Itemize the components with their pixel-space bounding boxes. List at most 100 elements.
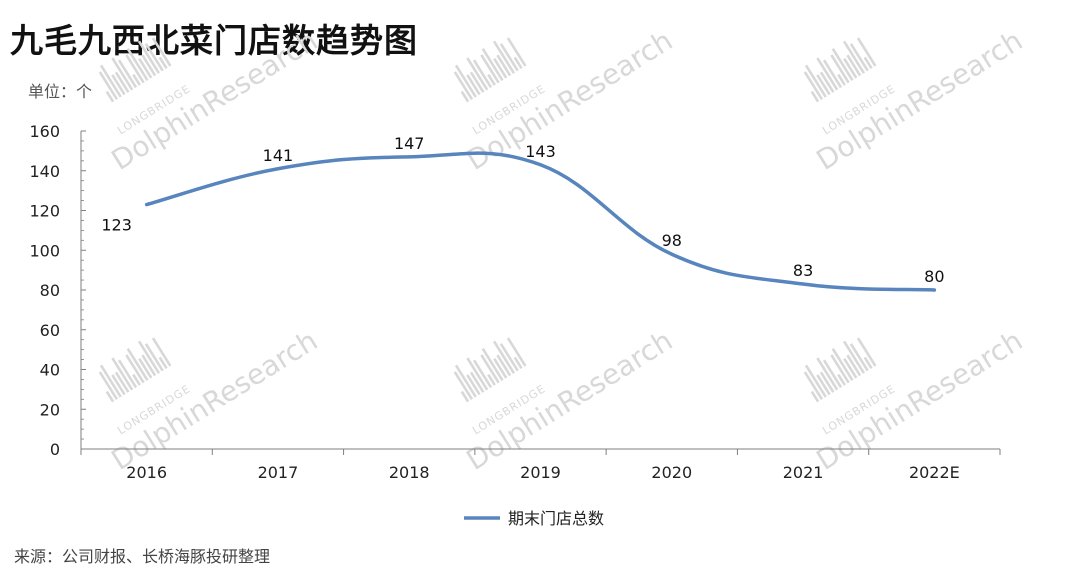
watermark-logo-bar xyxy=(816,57,839,91)
watermark-logo-bar xyxy=(822,59,843,89)
watermark-logo-bar xyxy=(493,57,508,79)
data-label: 123 xyxy=(101,216,132,235)
watermark-logo-bar xyxy=(111,374,126,396)
watermark-logo-bar xyxy=(114,71,130,93)
watermark-logo-bar xyxy=(499,343,519,372)
watermark-logo-bar xyxy=(810,90,820,103)
y-tick-label: 0 xyxy=(50,440,60,459)
x-tick-label: 2021 xyxy=(783,463,824,482)
watermark-logo-bar xyxy=(831,348,854,381)
watermark-logo-bar xyxy=(481,48,504,81)
watermark-logo-bar xyxy=(480,54,500,84)
watermark-logo-bar xyxy=(856,337,877,367)
watermark-logo-bar xyxy=(460,90,470,103)
watermark-logo-bar xyxy=(487,373,496,386)
watermark-logo-bar xyxy=(842,340,866,374)
watermark-logo-bar xyxy=(132,73,141,86)
watermark-text-large: DolphinResearch xyxy=(461,324,679,477)
data-label: 143 xyxy=(525,142,556,161)
watermark-logo-bar xyxy=(819,371,835,393)
watermark-logo-bar xyxy=(99,364,122,398)
watermark-logo-bar xyxy=(125,354,145,384)
watermark-logo-bar xyxy=(506,337,527,367)
watermark-logo-bar xyxy=(842,40,866,74)
watermark-logo-bar xyxy=(98,71,119,101)
watermark-logo-bar xyxy=(137,340,161,374)
y-tick-label: 160 xyxy=(29,122,60,141)
chart-title: 九毛九西北菜门店数趋势图 xyxy=(10,21,418,60)
watermark-logo-bar xyxy=(816,74,831,96)
data-label: 80 xyxy=(924,267,944,286)
watermark-logo-bar xyxy=(466,374,481,396)
watermark-logo-bar xyxy=(126,348,149,381)
watermark-logo-bar xyxy=(849,43,869,72)
watermark-logo-bar xyxy=(98,371,119,401)
chart-axes: 0 20 40 60 80 100 120 140 160 2016 2017 2018 2019 202… xyxy=(29,122,1001,482)
chart-series xyxy=(144,151,937,292)
watermark-logo-bar xyxy=(469,371,485,393)
watermark-logo-bar xyxy=(822,359,843,389)
watermark-logo-bar xyxy=(111,57,134,91)
watermark-logo-bar xyxy=(816,357,839,391)
watermark-text-large: DolphinResearch xyxy=(811,324,1029,477)
watermark-logo-bar xyxy=(863,56,873,70)
data-label: 147 xyxy=(394,134,425,153)
legend-label: 期末门店总数 xyxy=(508,509,604,528)
watermark-logo-bar xyxy=(849,343,869,372)
watermark-logo-bar xyxy=(481,348,504,381)
data-label: 98 xyxy=(662,231,682,250)
watermark-logo-bar xyxy=(125,54,145,84)
watermark-logo-bar xyxy=(506,37,527,67)
watermark-logo-bar xyxy=(466,357,489,391)
y-tick-label: 80 xyxy=(40,281,60,300)
watermark-logo-bar xyxy=(819,71,835,93)
x-tick-label: 2019 xyxy=(520,463,561,482)
watermark-logo-bar xyxy=(99,64,122,98)
watermark-logo-bar xyxy=(856,37,877,67)
watermark-logo-bar xyxy=(496,54,512,77)
data-label: 83 xyxy=(793,261,813,280)
y-tick-label: 40 xyxy=(40,361,60,380)
watermark-logo-bar xyxy=(837,73,846,86)
x-tick-label: 2017 xyxy=(258,463,299,482)
watermark-logo-bar xyxy=(846,54,862,77)
watermark-logo-bar xyxy=(454,364,477,398)
y-tick-label: 140 xyxy=(29,162,60,181)
watermark-logo-bar xyxy=(496,354,512,377)
watermark-logo-bar xyxy=(158,356,168,370)
x-tick-label: 2018 xyxy=(389,463,430,482)
watermark-logo-bar xyxy=(472,359,493,389)
watermark-logo-bar xyxy=(138,357,153,379)
watermark-logo-bar xyxy=(803,71,824,101)
watermark-logo-bar xyxy=(105,390,115,403)
watermark-logo-bar xyxy=(466,57,489,91)
watermark-logo-bar xyxy=(469,71,485,93)
watermark-logo-bar xyxy=(144,43,164,72)
unit-label: 单位：个 xyxy=(28,82,93,101)
data-label: 141 xyxy=(263,146,294,165)
watermark-logo-bar xyxy=(493,357,508,379)
watermark-logo-bar xyxy=(804,64,827,98)
y-tick-label: 20 xyxy=(40,400,60,419)
watermark-logo-bar xyxy=(810,390,820,403)
watermark-logo-bar xyxy=(126,48,149,81)
watermark-logo-bar xyxy=(141,354,157,377)
watermark-logo-bar xyxy=(132,373,141,386)
watermark-logo-bar xyxy=(111,74,126,96)
watermark-logo-bar xyxy=(105,90,115,103)
watermark-logo-bar xyxy=(114,371,130,393)
watermark-text-large: DolphinResearch xyxy=(811,24,1029,177)
watermark-logo-bar xyxy=(487,73,496,86)
y-tick-label: 60 xyxy=(40,321,60,340)
watermark-logo-bar xyxy=(846,354,862,377)
y-tick-label: 100 xyxy=(29,241,60,260)
watermark-logo-bar xyxy=(492,40,516,74)
data-labels: 123 141 147 143 98 83 80 xyxy=(101,134,944,286)
watermark-logo-bar xyxy=(513,356,523,370)
watermark-logo-bar xyxy=(138,57,153,79)
